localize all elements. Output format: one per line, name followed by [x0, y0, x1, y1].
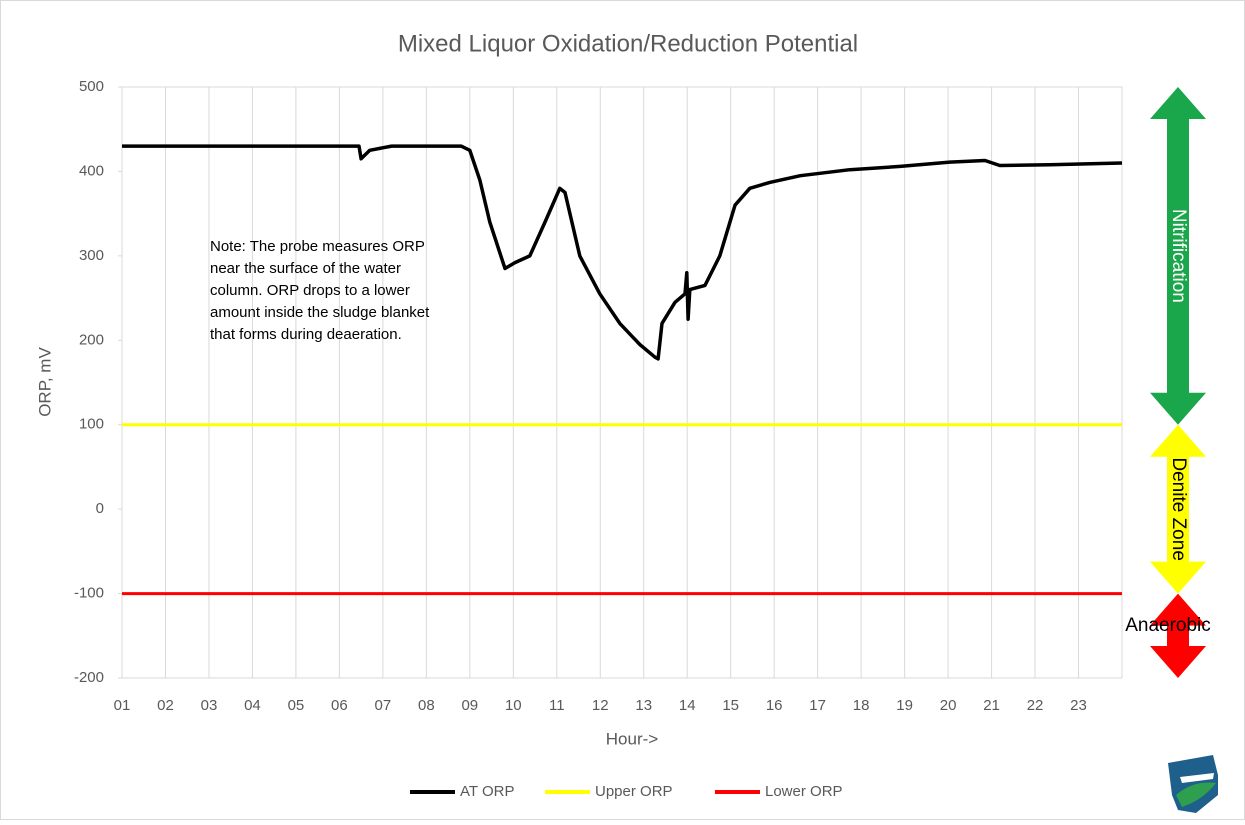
x-tick-label: 03 — [201, 697, 218, 714]
y-tick-label: -100 — [74, 585, 104, 602]
x-tick-label: 18 — [853, 697, 870, 714]
y-tick-label: 500 — [79, 78, 104, 95]
y-tick-label: 400 — [79, 162, 104, 179]
x-tick-label: 06 — [331, 697, 348, 714]
zone-arrow — [1150, 87, 1206, 425]
x-tick-label: 05 — [288, 697, 305, 714]
legend-label: Lower ORP — [765, 783, 843, 800]
zone-arrow — [1150, 424, 1206, 594]
x-tick-label: 21 — [983, 697, 1000, 714]
x-tick-label: 23 — [1070, 697, 1087, 714]
logo — [1168, 755, 1218, 813]
annotation: near the surface of the water — [210, 260, 401, 277]
x-tick-label: 11 — [549, 697, 565, 714]
x-tick-label: 10 — [505, 697, 522, 714]
zone-label: Anaerobic — [1125, 615, 1211, 636]
x-tick-label: 15 — [722, 697, 739, 714]
x-tick-label: 13 — [635, 697, 652, 714]
y-tick-label: -200 — [74, 669, 104, 686]
zone-label: Denite Zone — [1168, 457, 1189, 561]
x-tick-label: 08 — [418, 697, 435, 714]
x-tick-label: 19 — [896, 697, 913, 714]
zone-label: Nitrification — [1168, 209, 1189, 303]
annotation: amount inside the sludge blanket — [210, 304, 430, 321]
annotation: column. ORP drops to a lower — [210, 282, 410, 299]
x-tick-label: 04 — [244, 697, 261, 714]
x-tick-label: 01 — [114, 697, 131, 714]
annotation: Note: The probe measures ORP — [210, 238, 425, 255]
chart-title: Mixed Liquor Oxidation/Reduction Potenti… — [398, 30, 858, 57]
x-tick-label: 22 — [1027, 697, 1044, 714]
legend-label: AT ORP — [460, 783, 514, 800]
y-tick-label: 300 — [79, 247, 104, 264]
x-tick-label: 09 — [461, 697, 478, 714]
annotation: that forms during deaeration. — [210, 326, 402, 343]
x-tick-label: 12 — [592, 697, 609, 714]
x-tick-label: 02 — [157, 697, 174, 714]
x-tick-label: 16 — [766, 697, 783, 714]
x-axis-label: Hour-> — [606, 729, 659, 748]
x-tick-label: 14 — [679, 697, 696, 714]
zone-arrow — [1150, 593, 1206, 678]
y-tick-label: 100 — [79, 416, 104, 433]
y-tick-label: 0 — [96, 500, 104, 517]
x-tick-label: 20 — [940, 697, 957, 714]
y-tick-label: 200 — [79, 331, 104, 348]
x-tick-label: 07 — [375, 697, 392, 714]
x-tick-label: 17 — [809, 697, 826, 714]
legend-label: Upper ORP — [595, 783, 673, 800]
y-axis-label: ORP, mV — [35, 347, 54, 417]
series-line — [122, 144, 1123, 361]
